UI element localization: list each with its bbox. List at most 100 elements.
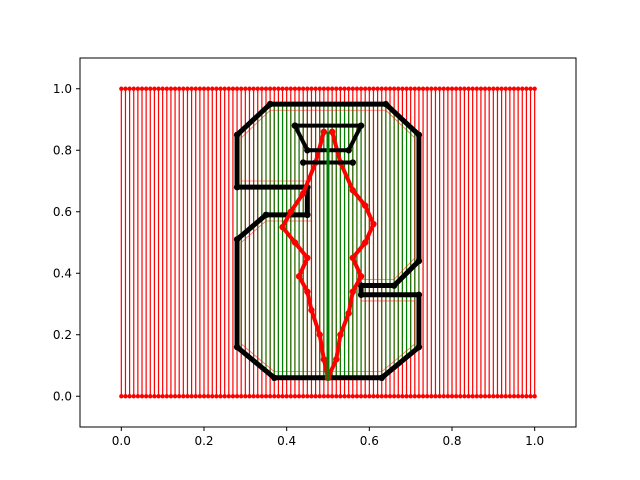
outer-top-point: [123, 86, 128, 91]
plot-frame: [79, 57, 577, 428]
outer-bottom-point: [317, 394, 322, 399]
outer-bottom-point: [321, 394, 327, 399]
outer-bottom-point: [135, 394, 141, 399]
outer-bottom-point: [143, 394, 149, 399]
outer-top-point: [131, 86, 136, 91]
point-octagon-frame: [233, 183, 241, 191]
point-octagon-frame: [262, 211, 270, 219]
outer-bottom-point: [367, 394, 372, 399]
outer-bottom-point: [515, 394, 521, 399]
outer-bottom-point: [532, 394, 537, 399]
outer-top-point: [280, 86, 285, 91]
outer-top-point: [267, 86, 273, 91]
outer-bottom-point: [528, 394, 533, 399]
outer-bottom-point: [487, 394, 492, 399]
outer-bottom-point: [255, 394, 260, 399]
outer-top-point: [152, 86, 157, 91]
outer-bottom-point: [334, 394, 339, 399]
outer-top-point: [379, 86, 384, 91]
point-octagon-frame: [357, 291, 365, 298]
outer-top-point: [474, 86, 479, 91]
outer-top-point: [482, 86, 488, 91]
outer-bottom-point: [453, 394, 459, 399]
outer-bottom-point: [226, 394, 231, 399]
outer-bottom-point: [470, 394, 475, 399]
y-tick-label: 0.4: [53, 266, 72, 280]
point-leaf-left: [300, 190, 307, 197]
outer-top-point: [305, 86, 310, 91]
outer-top-point: [135, 86, 141, 91]
x-tick-label: 0.4: [277, 434, 296, 448]
outer-top-point: [383, 86, 389, 91]
outer-bottom-point: [462, 394, 467, 399]
outer-bottom-point: [338, 394, 343, 399]
outer-top-point: [425, 86, 430, 91]
outer-top-point: [433, 86, 438, 91]
outer-top-point: [412, 86, 417, 91]
outer-bottom-point: [379, 394, 384, 399]
outer-top-point: [375, 86, 380, 91]
outer-bottom-point: [251, 394, 256, 399]
outer-top-point: [325, 86, 331, 91]
outer-top-point: [478, 86, 484, 91]
point-octagon-frame: [233, 236, 241, 243]
outer-bottom-point: [247, 394, 252, 399]
outer-bottom-point: [288, 394, 293, 399]
outer-top-point: [172, 86, 178, 91]
outer-top-point: [189, 86, 194, 91]
point-crossbar: [300, 159, 307, 166]
outer-bottom-point: [387, 394, 393, 399]
outer-top-point: [511, 86, 517, 91]
outer-top-point: [491, 86, 496, 91]
outer-bottom-point: [197, 394, 203, 399]
outer-bottom-point: [305, 394, 310, 399]
point-leaf-right: [345, 310, 352, 317]
outer-bottom-point: [429, 394, 434, 399]
outer-top-point: [292, 86, 298, 91]
point-leaf-left: [320, 356, 328, 363]
outer-bottom-point: [346, 394, 351, 399]
point-octagon-frame: [378, 374, 385, 381]
outer-top-point: [177, 86, 182, 91]
outer-top-point: [259, 86, 265, 91]
outer-bottom-point: [391, 394, 397, 399]
outer-top-point: [499, 86, 504, 91]
outer-bottom-point: [276, 394, 281, 399]
outer-top-point: [296, 86, 302, 91]
outer-bottom-point: [511, 394, 517, 399]
outer-bottom-point: [441, 394, 446, 399]
outer-top-point: [437, 86, 442, 91]
outer-top-point: [251, 86, 256, 91]
outer-bottom-point: [491, 394, 496, 399]
outer-bottom-point: [177, 394, 182, 399]
outer-bottom-point: [433, 394, 438, 399]
outer-bottom-point: [482, 394, 488, 399]
outer-top-point: [139, 86, 145, 91]
point-leaf-right: [333, 356, 340, 363]
outer-top-point: [363, 86, 368, 91]
outer-bottom-point: [520, 394, 525, 399]
outer-top-point: [222, 86, 227, 91]
outer-bottom-point: [193, 394, 198, 399]
point-stem-top: [345, 147, 352, 154]
outer-bottom-point: [425, 394, 430, 399]
outer-bottom-point: [375, 394, 380, 399]
point-leaf-left: [316, 331, 323, 338]
point-octagon-frame: [233, 131, 241, 139]
outer-top-point: [185, 86, 190, 91]
outer-top-point: [168, 86, 174, 91]
outer-bottom-point: [458, 394, 463, 399]
point-octagon-frame: [415, 343, 423, 351]
outer-bottom-point: [148, 394, 153, 399]
outer-top-point: [520, 86, 525, 91]
outer-bottom-point: [164, 394, 169, 399]
point-leaf-right: [362, 239, 369, 246]
outer-top-point: [507, 86, 513, 91]
outer-bottom-point: [499, 394, 504, 399]
point-octagon-frame: [415, 131, 423, 139]
outer-top-point: [181, 86, 186, 91]
outer-top-point: [321, 86, 327, 91]
outer-bottom-point: [296, 394, 302, 399]
point-octagon-frame: [390, 282, 398, 289]
